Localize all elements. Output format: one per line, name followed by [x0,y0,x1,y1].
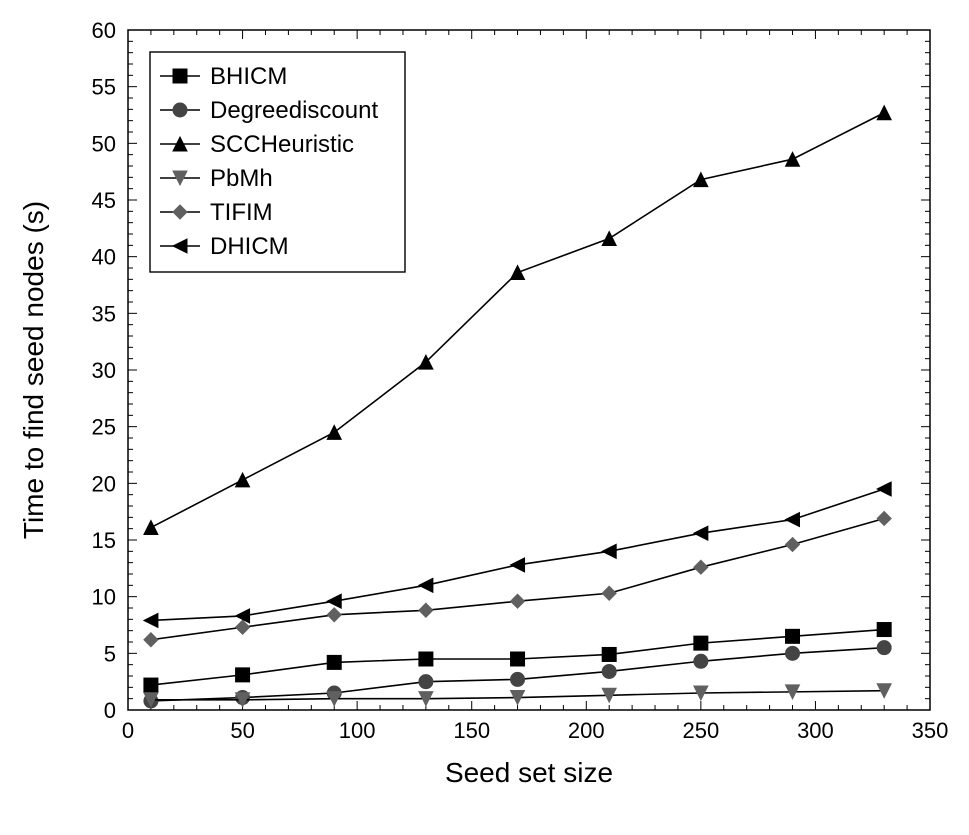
y-tick-label: 15 [92,528,116,553]
y-tick-label: 10 [92,585,116,610]
legend-label-PbMh: PbMh [210,165,273,192]
line-chart: 0 50 100 150 200 250 300 350 0 5 10 15 20 25 30 35 40 45 5… [0,0,969,835]
x-tick-label: 300 [797,718,834,743]
y-tick-label: 40 [92,245,116,270]
x-axis-label: Seed set size [445,757,613,788]
chart-container: 0 50 100 150 200 250 300 350 0 5 10 15 20 25 30 35 40 45 5… [0,0,969,835]
y-tick-label: 35 [92,301,116,326]
y-tick-label: 0 [104,698,116,723]
x-tick-label: 0 [122,718,134,743]
legend-label-SCCHeuristic: SCCHeuristic [210,131,354,158]
legend-label-DHICM: DHICM [210,233,289,260]
y-tick-label: 55 [92,75,116,100]
y-tick-label: 20 [92,471,116,496]
x-tick-label: 50 [230,718,254,743]
y-tick-label: 5 [104,641,116,666]
x-tick-label: 100 [339,718,376,743]
y-tick-label: 25 [92,415,116,440]
x-tick-label: 350 [912,718,949,743]
legend-label-Degreediscount: Degreediscount [210,97,378,124]
legend-label-TIFIM: TIFIM [210,199,273,226]
y-tick-label: 45 [92,188,116,213]
legend: BHICM Degreediscount SCCHeuristic PbMh TIFIM… [150,52,405,272]
y-tick-label: 50 [92,131,116,156]
y-axis-label: Time to find seed nodes (s) [18,201,49,539]
x-tick-label: 250 [682,718,719,743]
legend-label-BHICM: BHICM [210,63,287,90]
y-tick-label: 60 [92,18,116,43]
y-tick-label: 30 [92,358,116,383]
x-tick-label: 150 [453,718,490,743]
x-tick-label: 200 [568,718,605,743]
